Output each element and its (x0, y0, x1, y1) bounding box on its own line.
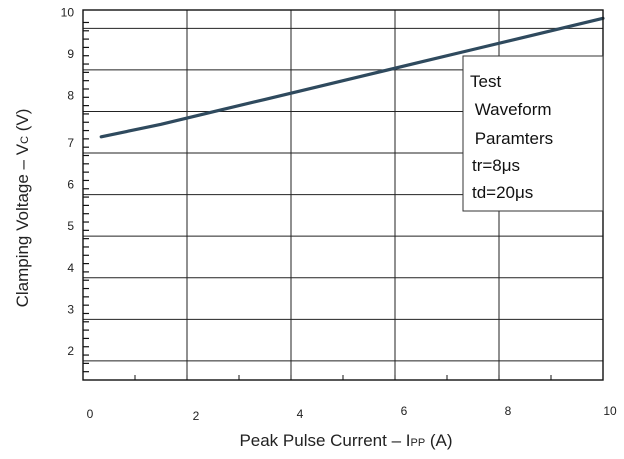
y-tick-label: 10 (61, 5, 75, 19)
annotation-line-4: tr=8μs (472, 156, 520, 175)
y-tick-label: 7 (67, 136, 74, 150)
y-tick-label: 3 (67, 302, 74, 316)
annotation-line-3: Paramters (470, 129, 553, 148)
x-tick-label: 10 (603, 404, 617, 418)
annotation-line-5: td=20μs (472, 183, 533, 202)
y-tick-label: 9 (67, 47, 74, 61)
y-tick-labels: 2 3 4 5 6 7 8 9 10 (61, 5, 75, 358)
test-waveform-box-frame (462, 55, 604, 212)
y-tick-label: 6 (67, 178, 74, 192)
x-tick-label: 4 (297, 407, 304, 421)
y-tick-label: 2 (67, 344, 74, 358)
x-tick-label: 0 (87, 407, 94, 421)
y-tick-label: 5 (67, 219, 74, 233)
series-group (99, 16, 605, 139)
annotation-line-2: Waveform (470, 100, 552, 119)
x-axis-title: Peak Pulse Current – IPP (A) (239, 431, 452, 450)
y-tick-label: 8 (67, 88, 74, 102)
y-tick-label: 4 (67, 261, 74, 275)
x-tick-labels: 0 2 4 6 8 10 (87, 404, 617, 423)
minor-ticks (83, 21, 552, 380)
x-tick-label: 8 (505, 404, 512, 418)
clamping-voltage-line (99, 16, 605, 139)
test-waveform-box: Test Waveform Paramters tr=8μs td=20μs (462, 55, 604, 212)
x-tick-label: 2 (193, 409, 200, 423)
x-tick-label: 6 (401, 404, 408, 418)
annotation-line-1: Test (470, 72, 501, 91)
y-axis-title: Clamping Voltage – VC (V) (13, 109, 32, 308)
